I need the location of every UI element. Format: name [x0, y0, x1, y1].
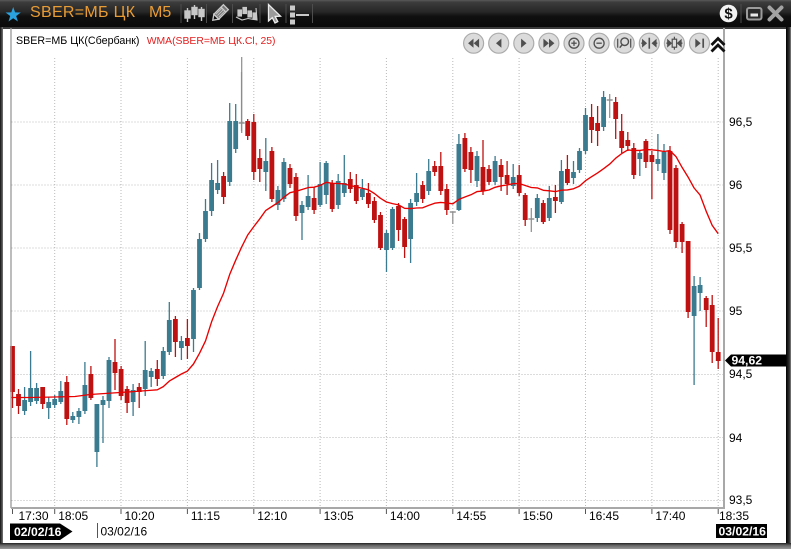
- svg-text:16:45: 16:45: [589, 509, 619, 523]
- svg-text:17:40: 17:40: [655, 509, 685, 523]
- svg-text:14:55: 14:55: [456, 509, 486, 523]
- svg-text:13:05: 13:05: [324, 509, 354, 523]
- svg-text:03/02/16: 03/02/16: [719, 525, 767, 539]
- svg-text:17:30: 17:30: [19, 509, 49, 523]
- svg-text:94,62: 94,62: [732, 354, 763, 368]
- svg-text:SBER=МБ ЦК(Сбербанк): SBER=МБ ЦК(Сбербанк): [16, 35, 140, 47]
- svg-text:$: $: [724, 6, 733, 23]
- svg-text:11:15: 11:15: [191, 509, 220, 523]
- svg-text:94: 94: [729, 431, 743, 445]
- svg-text:12:10: 12:10: [257, 509, 287, 523]
- svg-text:96,5: 96,5: [729, 115, 753, 129]
- svg-text:14:00: 14:00: [390, 509, 420, 523]
- svg-text:03/02/16: 03/02/16: [101, 525, 148, 539]
- svg-text:18:05: 18:05: [58, 509, 88, 523]
- svg-text:02/02/16: 02/02/16: [14, 525, 62, 539]
- svg-text:WMA(SBER=МБ ЦК.Cl, 25): WMA(SBER=МБ ЦК.Cl, 25): [147, 36, 276, 47]
- svg-text:94,5: 94,5: [729, 367, 753, 381]
- svg-text:95,5: 95,5: [729, 241, 753, 255]
- svg-text:95: 95: [729, 304, 743, 318]
- svg-text:18:35: 18:35: [719, 509, 749, 523]
- svg-text:15:50: 15:50: [523, 509, 553, 523]
- svg-text:93,5: 93,5: [729, 493, 753, 507]
- svg-text:10:20: 10:20: [125, 509, 155, 523]
- svg-text:96: 96: [729, 178, 743, 192]
